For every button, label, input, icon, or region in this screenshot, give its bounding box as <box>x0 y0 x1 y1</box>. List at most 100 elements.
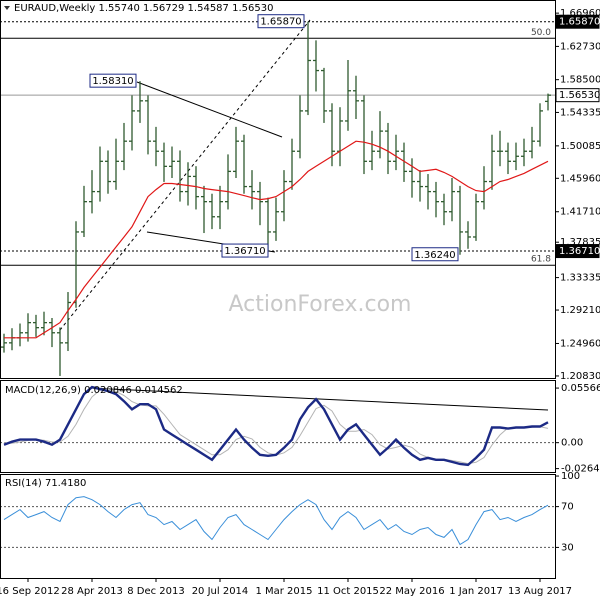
y-tick-label: 1.62730 <box>560 41 600 52</box>
indicator-line <box>3 496 549 546</box>
ohlc-bar <box>281 170 287 222</box>
ohlc-bar <box>121 122 127 171</box>
ohlc-bar <box>265 197 271 252</box>
trend-line <box>59 19 311 331</box>
y-tick-label: 100 <box>561 471 580 482</box>
ohlc-bar <box>321 67 327 123</box>
level-tag-label: 1.65870 <box>559 17 600 28</box>
price-annotation <box>221 243 269 258</box>
price-panel <box>0 0 556 379</box>
ohlc-bar <box>393 134 399 171</box>
y-tick-label: 1.24960 <box>560 338 600 349</box>
ohlc-bar <box>201 185 207 234</box>
y-tick-label: 0.055667 <box>561 383 600 394</box>
ohlc-bar <box>193 166 199 210</box>
y-tick-label: 70 <box>561 502 574 513</box>
ohlc-bar <box>65 292 71 352</box>
annotation-label: 1.58310 <box>92 76 133 87</box>
level-tag-label: 1.36710 <box>559 246 600 257</box>
menu-icon <box>4 6 10 10</box>
ohlc-bar <box>521 138 527 167</box>
ohlc-bar <box>457 185 463 255</box>
ohlc-bar <box>417 170 423 202</box>
ohlc-bar <box>57 327 63 376</box>
ohlc-bar <box>345 60 351 131</box>
ohlc-bar <box>409 158 415 198</box>
ohlc-bar <box>145 95 151 155</box>
ohlc-bar <box>473 193 479 241</box>
y-tick-label: 1.45960 <box>560 173 600 184</box>
ohlc-bar <box>257 181 263 226</box>
price-annotation <box>411 247 459 262</box>
ohlc-bar <box>241 134 247 194</box>
macd-label: MACD(12,26,9) 0.020846 0.014562 <box>5 385 183 396</box>
y-tick-label: 1.29210 <box>560 305 600 316</box>
annotation-label: 1.65870 <box>260 17 301 28</box>
trend-line <box>136 81 283 138</box>
level-tag-label: 1.56530 <box>559 90 600 101</box>
ohlc-bar <box>441 193 447 226</box>
ohlc-bar <box>89 170 95 214</box>
y-tick-label: -0.026441 <box>561 464 600 475</box>
ohlc-bar <box>25 313 31 342</box>
x-tick-label: 8 Dec 2013 <box>127 586 185 597</box>
y-tick-label: 1.66960 <box>560 8 600 19</box>
x-tick-label: 20 Jul 2014 <box>192 586 249 597</box>
ohlc-bar <box>385 122 391 175</box>
ohlc-bar <box>297 95 303 159</box>
ohlc-bar <box>529 126 535 159</box>
ohlc-bar <box>449 177 455 222</box>
ohlc-bar <box>497 130 503 167</box>
moving-average <box>4 140 549 339</box>
annotation-label: 1.36240 <box>414 250 455 261</box>
x-tick-label: 1 Mar 2015 <box>255 586 312 597</box>
ohlc-bar <box>81 185 87 237</box>
ohlc-bar <box>97 146 103 202</box>
ohlc-bar <box>361 95 367 175</box>
ohlc-bar <box>545 93 551 111</box>
y-tick-label: 1.41710 <box>560 207 600 218</box>
price-annotation <box>89 73 137 88</box>
ohlc-bar <box>377 111 383 159</box>
chart-title: EURAUD,Weekly 1.55740 1.56729 1.54587 1.… <box>14 3 273 14</box>
annotation-label: 1.36710 <box>224 246 265 257</box>
ohlc-bar <box>369 130 375 171</box>
ohlc-bar <box>465 221 471 249</box>
price-annotation <box>257 14 305 29</box>
y-tick-label: 1.54335 <box>560 107 600 118</box>
ohlc-bar <box>433 181 439 218</box>
ohlc-bar <box>505 142 511 175</box>
ohlc-bar <box>129 95 135 151</box>
ohlc-bar <box>225 154 231 210</box>
ohlc-bar <box>161 142 167 182</box>
x-tick-label: 11 Oct 2015 <box>317 586 379 597</box>
ohlc-bar <box>33 314 39 337</box>
ohlc-bar <box>353 75 359 119</box>
ohlc-bar <box>105 150 111 194</box>
x-tick-label: 28 Apr 2013 <box>61 586 123 597</box>
ohlc-bar <box>537 103 543 147</box>
trend-line <box>89 387 549 411</box>
ohlc-bar <box>137 81 143 123</box>
y-tick-label: 1.50085 <box>560 141 600 152</box>
ohlc-bar <box>513 142 519 171</box>
rsi-panel <box>0 474 556 579</box>
ohlc-bar <box>217 185 223 230</box>
fib-label: 61.8 <box>531 255 551 265</box>
ohlc-bar <box>209 193 215 230</box>
rsi-label: RSI(14) 71.4180 <box>5 478 86 489</box>
ohlc-bar <box>401 142 407 182</box>
ohlc-bar <box>489 134 495 190</box>
x-tick-label: 16 Sep 2012 <box>0 586 60 597</box>
ohlc-bar <box>313 40 319 92</box>
ohlc-bar <box>289 138 295 190</box>
y-tick-label: 30 <box>561 542 574 553</box>
y-tick-label: 1.33335 <box>560 273 600 284</box>
ohlc-bar <box>273 197 279 241</box>
ohlc-bar <box>113 138 119 190</box>
ohlc-bar <box>49 317 55 348</box>
x-tick-label: 1 Jan 2017 <box>449 586 503 597</box>
ohlc-bar <box>41 311 47 336</box>
ohlc-bar <box>1 333 7 353</box>
